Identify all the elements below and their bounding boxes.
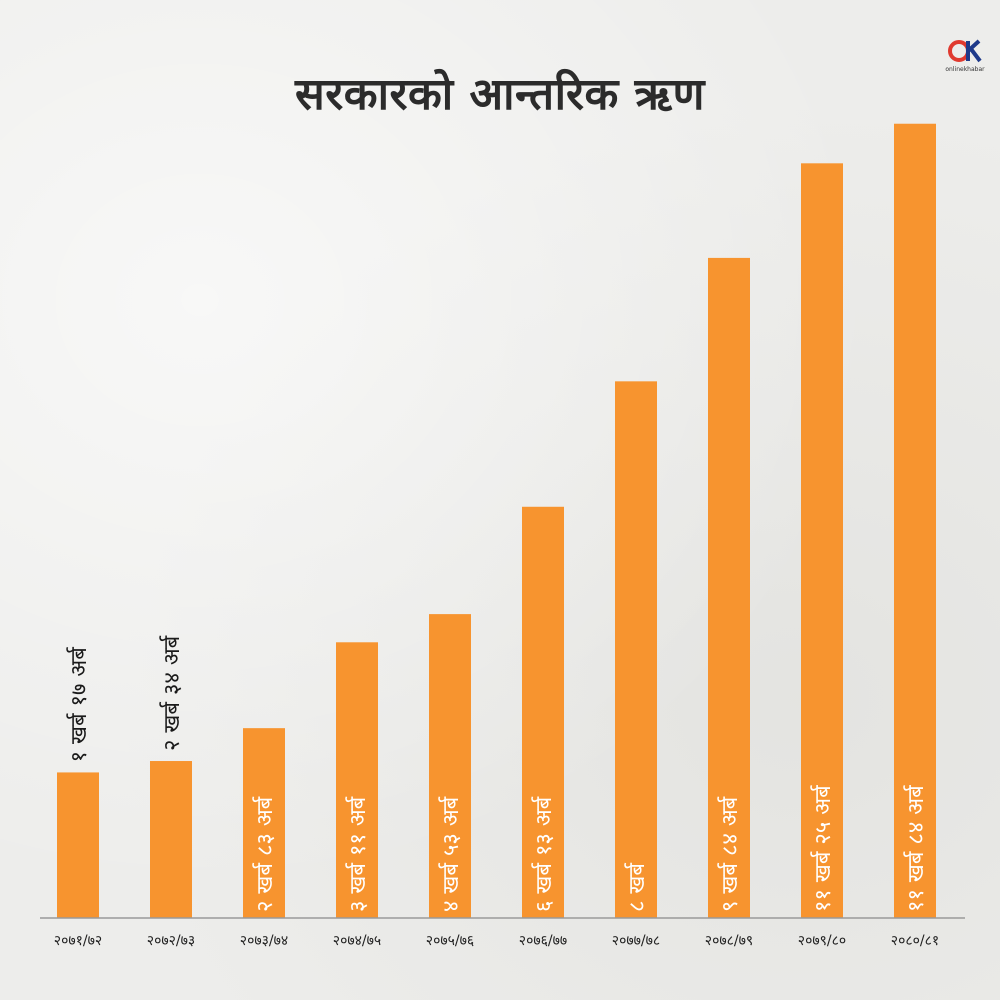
x-tick-label-8: २०७८/७९ [705, 933, 753, 949]
data-label-3: २ खर्ब ८३ अर्ब [252, 796, 278, 912]
bar-10 [894, 123, 936, 918]
bar-3 [243, 728, 285, 918]
bar-5 [429, 614, 471, 918]
x-tick-label-7: २०७७/७८ [612, 933, 660, 949]
x-tick-labels-group: २०७१/७२ २०७२/७३ २०७३/७४ २०७४/७५ २०७५/७६ २०७६/… [54, 933, 939, 949]
bar-2 [150, 761, 192, 918]
data-label-8: ९ खर्ब ८४ अर्ब [717, 796, 743, 912]
bar-1 [57, 772, 99, 918]
x-tick-label-2: २०७२/७३ [147, 933, 195, 949]
x-tick-label-1: २०७१/७२ [54, 933, 102, 949]
data-label-2: २ खर्ब ३४ अर्ब [159, 635, 185, 751]
bar-8 [708, 257, 750, 918]
data-label-1: १ खर्ब १७ अर्ब [66, 646, 92, 762]
ok-logo-icon [948, 39, 982, 63]
data-label-4: ३ खर्ब ११ अर्ब [345, 796, 371, 912]
x-tick-label-3: २०७३/७४ [240, 933, 288, 949]
bar-4 [336, 642, 378, 918]
bar-6 [522, 506, 564, 918]
x-tick-label-5: २०७५/७६ [426, 933, 474, 949]
data-label-7: ८ खर्ब [624, 862, 650, 912]
x-tick-label-9: २०७९/८० [798, 933, 846, 949]
x-tick-label-6: २०७६/७७ [519, 933, 567, 949]
x-tick-label-4: २०७४/७५ [333, 933, 381, 949]
data-labels-group: १ खर्ब १७ अर्ब २ खर्ब ३४ अर्ब २ खर्ब ८३ अर… [66, 635, 929, 912]
data-label-5: ४ खर्ब ५३ अर्ब [438, 796, 464, 912]
onlinekhabar-logo: onlinekhabar [944, 38, 986, 80]
bar-9 [801, 163, 843, 918]
bars-group [57, 123, 936, 918]
bar-7 [615, 381, 657, 918]
logo-text: onlinekhabar [945, 66, 985, 73]
x-tick-label-10: २०८०/८१ [891, 933, 939, 949]
data-label-10: ११ खर्ब ८४ अर्ब [903, 784, 929, 912]
chart-title: सरकारको आन्तरिक ऋण [295, 69, 705, 120]
data-label-9: ११ खर्ब २५ अर्ब [810, 784, 836, 912]
data-label-6: ६ खर्ब १३ अर्ब [531, 796, 557, 912]
